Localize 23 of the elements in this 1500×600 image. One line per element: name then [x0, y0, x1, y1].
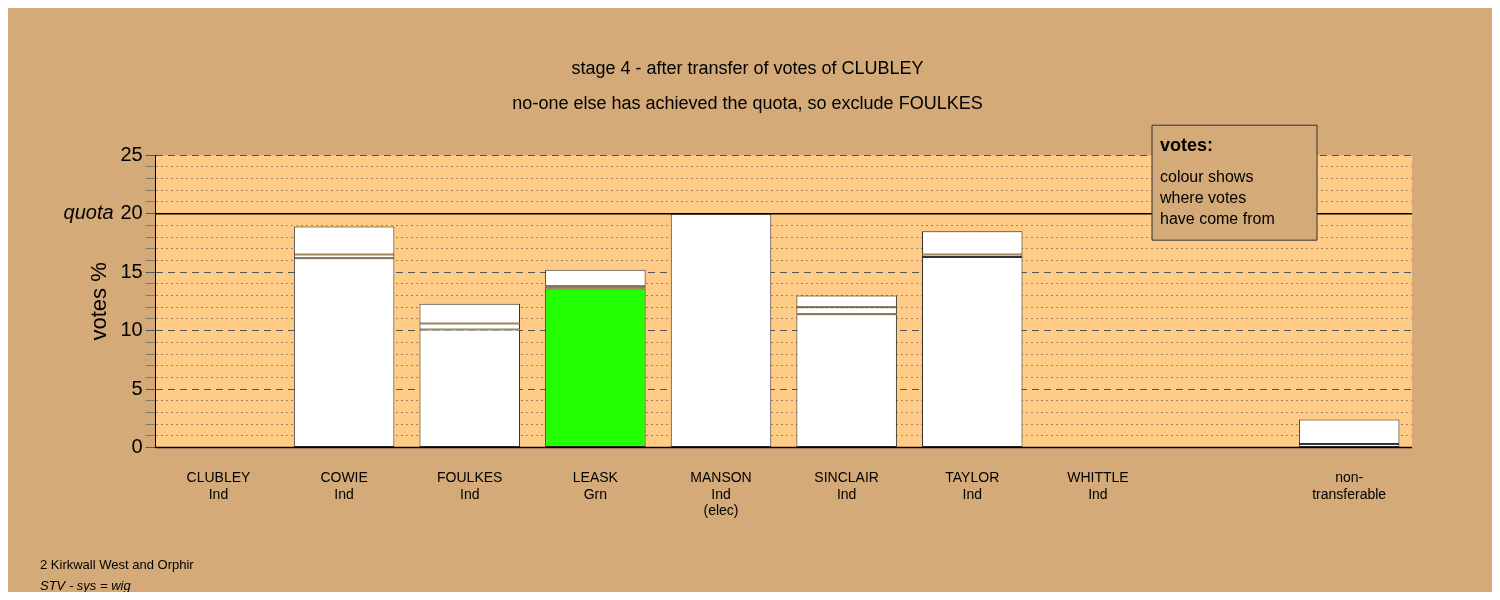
text: STV - sys = wig	[40, 578, 132, 593]
x-tick-label: WHITTLE Ind	[1067, 468, 1129, 502]
x-tick-label: CLUBLEY Ind	[186, 468, 252, 502]
annotation: colour shows where votes have come from	[1159, 168, 1275, 228]
x-tick-label: MANSON Ind (elec)	[690, 468, 752, 519]
x-tick-label: non- transferable	[1312, 468, 1387, 502]
text: 2 Kirkwall West and Orphir	[40, 557, 195, 572]
y-tick-label: 25	[120, 142, 143, 165]
y-tick-label: 15	[120, 259, 143, 282]
chart-subtitle: no-one else has achieved the quota, so exclude FOULKES	[512, 93, 983, 114]
x-tick-label: FOULKES Ind	[437, 468, 503, 502]
y-tick-label: 0	[131, 435, 143, 458]
y-tick-label: 5	[131, 376, 143, 399]
x-tick-label: TAYLOR Ind	[945, 468, 1000, 502]
ref-line-label: quota	[63, 201, 114, 224]
y-axis-title: votes %	[86, 262, 112, 341]
chart-title: stage 4 - after transfer of votes of CLUBLEY	[571, 57, 924, 78]
x-tick-label: COWIE Ind	[320, 468, 368, 502]
y-tick-label: 20	[120, 201, 143, 224]
x-tick-label: SINCLAIR Ind	[814, 468, 879, 502]
x-tick-label: LEASK Grn	[572, 468, 619, 502]
y-tick-label: 10	[120, 318, 143, 341]
text: votes:	[1160, 135, 1214, 156]
